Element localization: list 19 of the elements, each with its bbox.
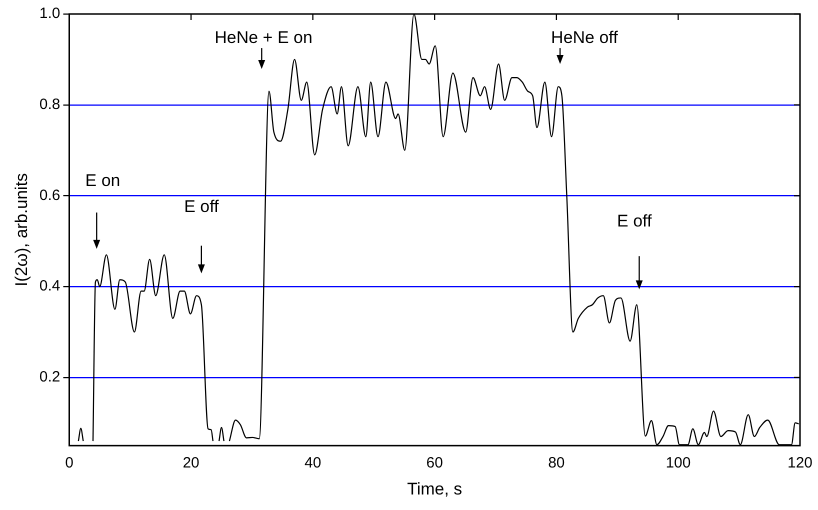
y-tick-label: 1.0 — [39, 5, 60, 22]
y-tick-label: 0.8 — [39, 96, 60, 114]
y-tick-label: 0.4 — [39, 278, 60, 295]
annotation: HeNe off — [551, 28, 618, 47]
x-axis-title: Time, s — [407, 479, 462, 498]
y-tick-label: 0.6 — [39, 186, 60, 204]
x-tick-label: 120 — [787, 454, 813, 472]
annotation: E off — [617, 211, 652, 230]
x-tick-label: 60 — [426, 454, 443, 472]
x-tick-label: 20 — [182, 454, 200, 472]
y-axis-title: I(2ω), arb.units — [12, 173, 31, 287]
x-tick-label: 100 — [666, 454, 691, 472]
x-tick-label: 0 — [65, 454, 74, 472]
x-tick-label: 40 — [304, 454, 322, 472]
x-tick-label: 80 — [548, 454, 565, 472]
y-tick-label: 0.2 — [39, 368, 60, 386]
annotation: E on — [85, 170, 120, 190]
annotation: HeNe + E on — [214, 28, 312, 47]
annotation: E off — [184, 196, 219, 216]
